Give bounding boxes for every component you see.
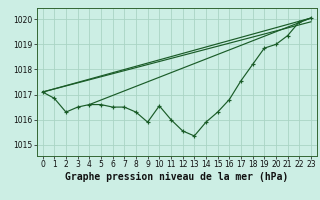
X-axis label: Graphe pression niveau de la mer (hPa): Graphe pression niveau de la mer (hPa) (65, 172, 288, 182)
